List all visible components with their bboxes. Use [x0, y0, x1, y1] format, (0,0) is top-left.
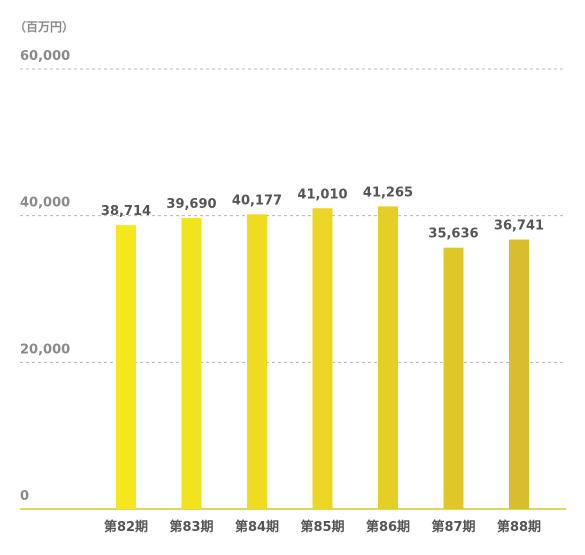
x-tick-label: 第86期	[366, 519, 410, 535]
bar	[247, 214, 267, 510]
x-tick-label: 第87期	[431, 519, 475, 535]
y-tick-label: 20,000	[20, 342, 70, 357]
x-tick-label: 第88期	[497, 519, 541, 535]
data-label: 41,265	[363, 185, 413, 200]
data-label: 39,690	[166, 197, 216, 212]
bar	[509, 239, 529, 510]
y-tick-label: 40,000	[20, 196, 70, 211]
bar	[181, 217, 202, 509]
data-label: 41,010	[297, 187, 347, 202]
y-tick-label: 0	[20, 489, 29, 504]
x-tick-label: 第82期	[104, 519, 148, 535]
data-label: 36,741	[494, 219, 544, 234]
y-tick-label: 60,000	[20, 49, 70, 64]
y-axis-unit-label: （百万円）	[14, 19, 74, 34]
bar	[116, 225, 136, 509]
bar	[312, 208, 333, 509]
x-tick-label: 第85期	[300, 519, 344, 535]
bar	[378, 206, 398, 509]
bar	[443, 247, 464, 510]
x-tick-label: 第84期	[235, 519, 279, 535]
data-label: 35,636	[428, 227, 478, 242]
data-label: 38,714	[101, 204, 151, 219]
data-label: 40,177	[232, 193, 282, 208]
x-tick-label: 第83期	[169, 519, 213, 535]
